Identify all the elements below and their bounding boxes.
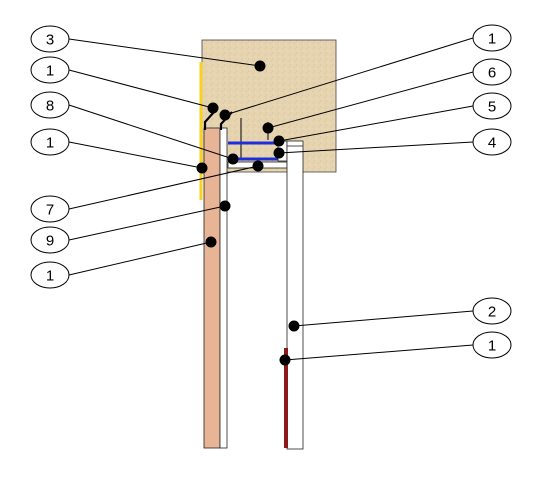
svg-text:8: 8: [46, 98, 54, 115]
svg-text:1: 1: [488, 31, 496, 48]
svg-text:9: 9: [46, 233, 54, 250]
right-panel: [286, 140, 304, 450]
callout-8: 8: [30, 91, 70, 119]
callout-1-left-b: 1: [30, 128, 70, 156]
callout-4: 4: [472, 128, 512, 156]
callout-1-right-a: 1: [472, 24, 512, 52]
svg-text:3: 3: [46, 32, 54, 49]
svg-text:1: 1: [46, 63, 54, 80]
inner-leaf: [219, 127, 228, 449]
callout-3: 3: [30, 25, 70, 53]
callout-1-left-c: 1: [30, 261, 70, 289]
svg-text:1: 1: [46, 135, 54, 152]
svg-text:4: 4: [488, 135, 496, 152]
svg-text:2: 2: [488, 304, 496, 321]
callout-7: 7: [30, 195, 70, 223]
callout-5: 5: [472, 92, 512, 120]
fixing-hook-left: [203, 111, 215, 130]
callout-1-left-a: 1: [30, 56, 70, 84]
leaders: [68, 37, 474, 366]
svg-text:7: 7: [46, 202, 54, 219]
callout-1-right-b: 1: [472, 331, 512, 359]
svg-text:1: 1: [488, 338, 496, 355]
svg-text:6: 6: [488, 65, 496, 82]
svg-text:5: 5: [488, 99, 496, 116]
callout-2: 2: [472, 297, 512, 325]
svg-text:1: 1: [46, 268, 54, 285]
anchor-rod: [284, 348, 288, 448]
callout-9: 9: [30, 226, 70, 254]
callout-6: 6: [472, 58, 512, 86]
